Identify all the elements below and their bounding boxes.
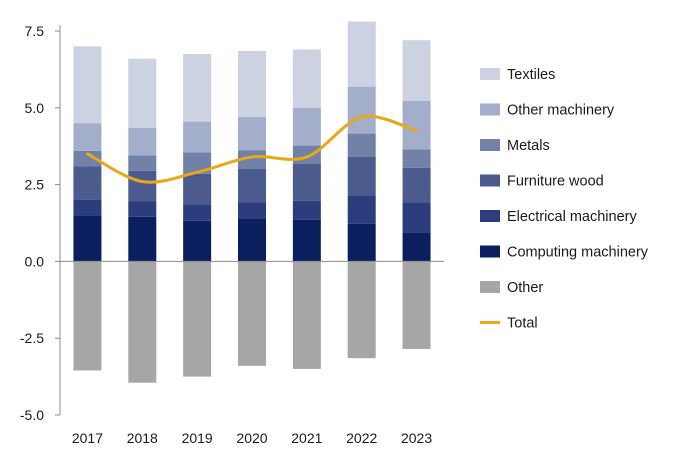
legend-label-textiles: Textiles bbox=[507, 67, 555, 83]
x-tick-label: 2021 bbox=[291, 430, 322, 446]
y-tick-label: 5.0 bbox=[25, 100, 45, 116]
bar-textiles-2021 bbox=[292, 49, 321, 108]
legend-label-metals: Metals bbox=[507, 138, 550, 154]
bar-other-machinery-2020 bbox=[238, 117, 266, 151]
bar-metals-2022 bbox=[347, 133, 376, 157]
x-tick-label: 2023 bbox=[401, 430, 432, 446]
legend-swatch-computing-machinery bbox=[480, 245, 500, 258]
bar-other-machinery-2017 bbox=[73, 123, 102, 151]
bar-computing-machinery-2019 bbox=[183, 220, 212, 262]
x-tick-label: 2017 bbox=[72, 430, 103, 446]
bar-furniture-wood-2022 bbox=[347, 156, 376, 196]
bar-other-2020 bbox=[238, 261, 266, 366]
bar-textiles-2018 bbox=[128, 58, 157, 128]
bar-other-machinery-2021 bbox=[292, 107, 321, 146]
legend-swatch-textiles bbox=[480, 68, 500, 80]
legend-swatch-other-machinery bbox=[480, 103, 500, 116]
bar-furniture-wood-2021 bbox=[292, 164, 321, 201]
total-line-layer bbox=[85, 114, 419, 184]
bar-electrical-machinery-2023 bbox=[402, 202, 431, 233]
bar-other-2023 bbox=[402, 261, 431, 349]
y-tick-label: -2.5 bbox=[20, 330, 44, 346]
bar-other-machinery-2018 bbox=[128, 127, 157, 156]
legend-label-total: Total bbox=[507, 316, 538, 332]
legend-swatch-furniture-wood bbox=[480, 174, 500, 187]
bar-other-2021 bbox=[292, 261, 321, 369]
bar-computing-machinery-2018 bbox=[128, 216, 157, 262]
bar-electrical-machinery-2020 bbox=[238, 202, 266, 219]
legend-swatch-other bbox=[480, 281, 500, 293]
bar-furniture-wood-2017 bbox=[73, 166, 102, 200]
bar-furniture-wood-2020 bbox=[238, 168, 266, 203]
bar-electrical-machinery-2018 bbox=[128, 201, 157, 217]
bar-textiles-2022 bbox=[347, 21, 376, 87]
bar-other-2017 bbox=[73, 261, 102, 371]
legend-label-other-machinery: Other machinery bbox=[507, 103, 615, 119]
bar-other-2022 bbox=[347, 261, 376, 359]
bar-furniture-wood-2019 bbox=[183, 173, 212, 205]
bar-computing-machinery-2020 bbox=[238, 218, 266, 262]
legend-label-furniture-wood: Furniture wood bbox=[507, 174, 604, 190]
bar-electrical-machinery-2022 bbox=[347, 195, 376, 224]
bar-other-machinery-2019 bbox=[183, 121, 212, 153]
y-tick-label: -5.0 bbox=[20, 407, 44, 423]
bar-other-machinery-2022 bbox=[347, 86, 376, 134]
legend-swatch-electrical-machinery bbox=[480, 210, 500, 222]
bar-textiles-2023 bbox=[402, 40, 431, 101]
bars-layer bbox=[73, 21, 431, 383]
bar-electrical-machinery-2017 bbox=[73, 199, 102, 216]
legend-swatch-metals bbox=[480, 139, 500, 151]
total-line bbox=[85, 114, 419, 184]
bar-metals-2018 bbox=[128, 155, 157, 171]
legend-label-electrical-machinery: Electrical machinery bbox=[507, 209, 637, 225]
x-tick-label: 2019 bbox=[182, 430, 213, 446]
x-tick-label: 2018 bbox=[127, 430, 158, 446]
x-tick-label: 2022 bbox=[346, 430, 377, 446]
bar-furniture-wood-2018 bbox=[128, 170, 157, 202]
bar-textiles-2017 bbox=[73, 46, 102, 124]
legend-label-computing-machinery: Computing machinery bbox=[507, 245, 649, 261]
bar-metals-2017 bbox=[73, 150, 102, 167]
legend: Textiles Other machinery Metals Furniture w… bbox=[480, 67, 649, 332]
bar-textiles-2020 bbox=[238, 50, 266, 118]
x-tick-label: 2020 bbox=[236, 430, 267, 446]
bar-computing-machinery-2022 bbox=[347, 223, 376, 262]
y-tick-label: 0.0 bbox=[25, 253, 45, 269]
bar-electrical-machinery-2019 bbox=[183, 204, 212, 221]
bar-metals-2020 bbox=[238, 150, 266, 169]
bar-other-2019 bbox=[183, 261, 212, 377]
bar-other-2018 bbox=[128, 261, 157, 383]
bar-electrical-machinery-2021 bbox=[292, 200, 321, 220]
bar-computing-machinery-2017 bbox=[73, 215, 102, 262]
bar-metals-2021 bbox=[292, 145, 321, 165]
bar-metals-2019 bbox=[183, 152, 212, 174]
bar-textiles-2019 bbox=[183, 54, 212, 122]
legend-label-other: Other bbox=[507, 280, 543, 296]
y-tick-label: 2.5 bbox=[25, 177, 45, 193]
axes-layer: -5.0 -2.5 0.0 2.5 5.0 7.5 2017 2018 2019 2020 2021… bbox=[20, 23, 444, 446]
y-tick-label: 7.5 bbox=[25, 23, 45, 39]
bar-other-machinery-2023 bbox=[402, 100, 431, 150]
bar-computing-machinery-2021 bbox=[292, 219, 321, 262]
bar-metals-2023 bbox=[402, 149, 431, 168]
bar-furniture-wood-2023 bbox=[402, 167, 431, 203]
bar-computing-machinery-2023 bbox=[402, 232, 431, 262]
